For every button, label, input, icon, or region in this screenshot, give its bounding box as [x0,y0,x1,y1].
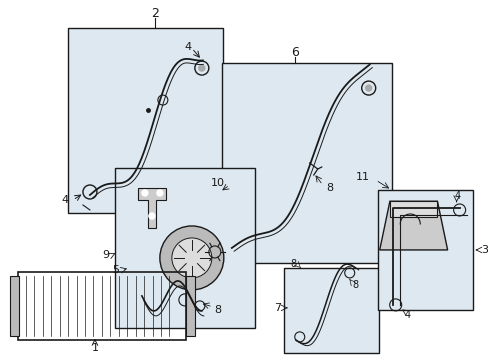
Text: 4: 4 [61,195,68,205]
Bar [222,63,391,263]
Circle shape [142,190,147,196]
Bar [68,28,223,213]
Text: 8: 8 [325,183,333,193]
Polygon shape [138,188,165,228]
Text: 9: 9 [102,250,109,260]
Circle shape [157,190,163,196]
Text: 11: 11 [355,172,369,182]
Bar [283,268,378,353]
Text: 6: 6 [290,46,298,59]
Text: 10: 10 [210,178,224,188]
Polygon shape [379,201,447,250]
Text: 7: 7 [274,303,281,313]
Bar [389,201,437,217]
Bar [18,272,185,340]
Text: 5: 5 [112,265,119,275]
Circle shape [171,238,211,278]
Circle shape [148,213,155,219]
Text: 8: 8 [214,305,221,315]
Text: 4: 4 [184,42,191,52]
Bar [185,276,194,336]
Text: 8: 8 [352,280,358,290]
Circle shape [199,65,204,71]
Bar [10,276,19,336]
Bar [115,168,254,328]
Text: 4: 4 [404,310,410,320]
Text: 8: 8 [290,259,296,269]
Circle shape [160,226,224,290]
Text: 1: 1 [91,343,98,353]
Circle shape [365,85,371,91]
Text: 4: 4 [454,191,460,201]
Bar [377,190,472,310]
Text: 3: 3 [481,245,488,255]
Text: 2: 2 [151,6,159,20]
